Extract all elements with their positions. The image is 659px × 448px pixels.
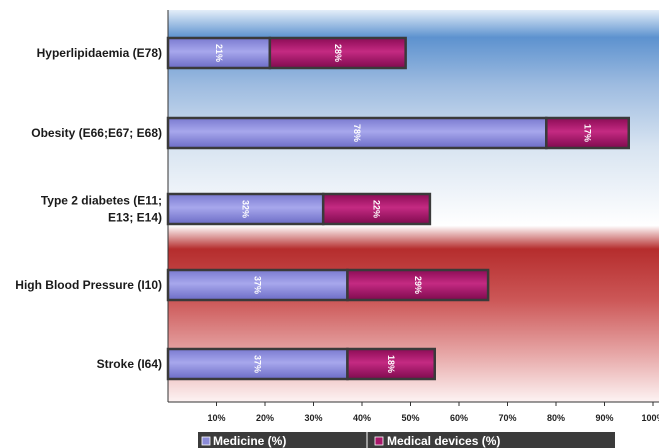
legend-swatch-medical-devices — [374, 436, 384, 446]
x-tick-label: 90% — [595, 413, 613, 423]
category-label: Hyperlipidaemia (E78) — [37, 46, 162, 60]
bar-medicine — [166, 36, 272, 70]
x-tick-label: 50% — [401, 413, 419, 423]
x-tick-label: 70% — [498, 413, 516, 423]
legend-label-medicine: Medicine (%) — [213, 434, 286, 448]
legend: Medicine (%) Medical devices (%) — [198, 432, 615, 448]
bar-medical-devices — [346, 268, 490, 302]
bar-medicine — [166, 116, 548, 150]
data-label: 29% — [413, 276, 423, 294]
category-label: Type 2 diabetes (E11; E13; E14) — [41, 194, 162, 225]
x-axis-ticks: 10% 20% 30% 40% 50% 60% 70% 80% 90% 100% — [207, 402, 659, 423]
data-label: 22% — [372, 200, 382, 218]
bar-medical-devices — [545, 116, 630, 150]
bar-medicine — [166, 347, 349, 381]
bar-segments: 21% 28% 78% 17% 32% 22% 37% 29% 37% 18% — [166, 36, 630, 381]
x-tick-label: 60% — [450, 413, 468, 423]
category-label: Obesity (E66;E67; E68) — [31, 126, 162, 140]
category-label: High Blood Pressure (I10) — [15, 278, 162, 292]
data-label: 21% — [214, 44, 224, 62]
x-tick-label: 10% — [207, 413, 225, 423]
bar-medical-devices — [321, 192, 432, 226]
x-tick-label: 100% — [641, 413, 659, 423]
bar-medical-devices — [346, 347, 437, 381]
data-label: 37% — [253, 276, 263, 294]
data-label: 17% — [583, 124, 593, 142]
x-tick-label: 80% — [547, 413, 565, 423]
legend-label-medical-devices: Medical devices (%) — [387, 434, 500, 448]
data-label: 18% — [386, 355, 396, 373]
legend-swatch-medicine — [201, 436, 211, 446]
x-tick-label: 30% — [304, 413, 322, 423]
category-label: Stroke (I64) — [97, 357, 162, 371]
legend-box — [198, 432, 615, 448]
x-tick-label: 40% — [353, 413, 371, 423]
category-labels: Hyperlipidaemia (E78) Obesity (E66;E67; E… — [15, 46, 162, 371]
x-tick-label: 20% — [256, 413, 274, 423]
data-label: 32% — [241, 200, 251, 218]
bar-medicine — [166, 268, 349, 302]
data-label: 28% — [333, 44, 343, 62]
bar-medical-devices — [268, 36, 407, 70]
data-label: 37% — [253, 355, 263, 373]
data-label: 78% — [352, 124, 362, 142]
